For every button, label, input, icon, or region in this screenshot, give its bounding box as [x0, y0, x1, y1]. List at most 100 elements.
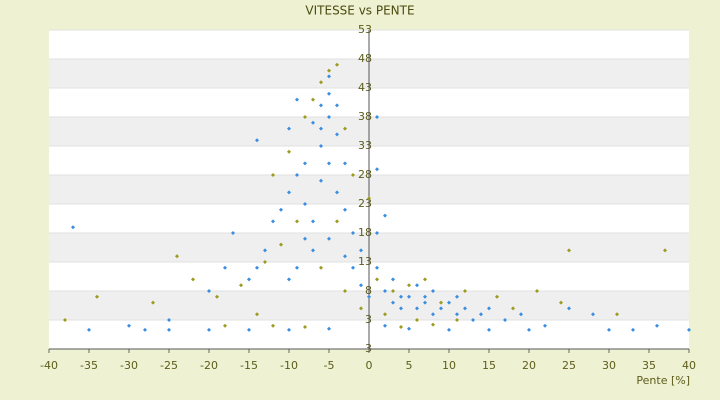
point: [407, 283, 411, 288]
point: [471, 318, 475, 322]
point: [351, 173, 355, 177]
point: [327, 68, 331, 73]
point: [439, 306, 443, 311]
point: [559, 300, 563, 305]
y-tick-label: 48: [358, 52, 372, 65]
point: [303, 115, 307, 119]
point: [295, 173, 299, 177]
point: [295, 97, 299, 102]
point: [279, 242, 283, 247]
point: [383, 312, 387, 317]
point: [527, 327, 531, 332]
y-tick-label: 18: [358, 226, 372, 239]
point: [399, 306, 403, 311]
x-tick-label: 5: [406, 359, 413, 372]
point: [215, 294, 219, 299]
point: [287, 126, 291, 131]
point: [375, 265, 379, 270]
point: [431, 289, 435, 293]
point: [431, 312, 435, 317]
point: [439, 300, 443, 305]
point: [319, 265, 323, 270]
point: [415, 306, 419, 311]
x-tick-label: 30: [602, 359, 616, 372]
point: [359, 306, 363, 311]
point: [151, 300, 155, 305]
point: [311, 97, 315, 102]
point: [279, 207, 283, 212]
point: [287, 277, 291, 282]
point: [535, 289, 539, 293]
point: [327, 91, 331, 96]
point: [327, 74, 331, 79]
point: [343, 161, 347, 166]
point: [383, 323, 387, 328]
point: [399, 324, 403, 329]
point: [543, 323, 547, 328]
point: [367, 294, 371, 299]
point: [591, 312, 595, 317]
point: [351, 231, 355, 235]
point: [335, 132, 339, 137]
point: [631, 327, 635, 332]
point: [431, 322, 435, 327]
point: [615, 312, 619, 317]
x-tick-label: -40: [40, 359, 58, 372]
point: [567, 248, 571, 253]
x-tick-label: 40: [682, 359, 696, 372]
point: [303, 161, 307, 166]
point: [207, 327, 211, 332]
point: [247, 277, 251, 282]
point: [503, 318, 507, 322]
point: [423, 300, 427, 305]
point: [127, 323, 131, 328]
chart-title: VITESSE vs PENTE: [305, 4, 414, 18]
point: [383, 213, 387, 218]
y-tick-label: 38: [358, 110, 372, 123]
x-tick-label: -20: [200, 359, 218, 372]
point: [247, 327, 251, 332]
point: [335, 103, 339, 108]
point: [319, 103, 323, 108]
point: [415, 318, 419, 322]
point: [351, 265, 355, 270]
point: [655, 323, 659, 328]
point: [71, 225, 75, 230]
point: [263, 248, 267, 253]
x-tick-label: 0: [366, 359, 373, 372]
point: [455, 318, 459, 322]
x-tick-label: 15: [482, 359, 496, 372]
point: [343, 126, 347, 131]
point: [167, 318, 171, 322]
point: [423, 277, 427, 282]
point: [287, 327, 291, 332]
point: [463, 306, 467, 311]
point: [87, 327, 91, 332]
point: [407, 294, 411, 299]
x-tick-label: -30: [120, 359, 138, 372]
point: [343, 254, 347, 259]
point: [375, 231, 379, 235]
point: [375, 167, 379, 172]
point: [407, 326, 411, 331]
point: [519, 312, 523, 317]
point: [303, 236, 307, 241]
point: [255, 138, 259, 143]
point: [495, 294, 499, 299]
y-tick-label: 53: [358, 23, 372, 36]
point: [271, 323, 275, 328]
point: [319, 178, 323, 183]
point: [191, 277, 195, 282]
point: [295, 219, 299, 224]
x-tick-label: -35: [80, 359, 98, 372]
point: [391, 300, 395, 305]
point: [327, 115, 331, 119]
point: [511, 306, 515, 311]
point: [223, 265, 227, 270]
point: [399, 294, 403, 299]
point: [383, 289, 387, 293]
y-tick-label: 13: [358, 255, 372, 268]
point: [335, 219, 339, 224]
point: [295, 265, 299, 270]
